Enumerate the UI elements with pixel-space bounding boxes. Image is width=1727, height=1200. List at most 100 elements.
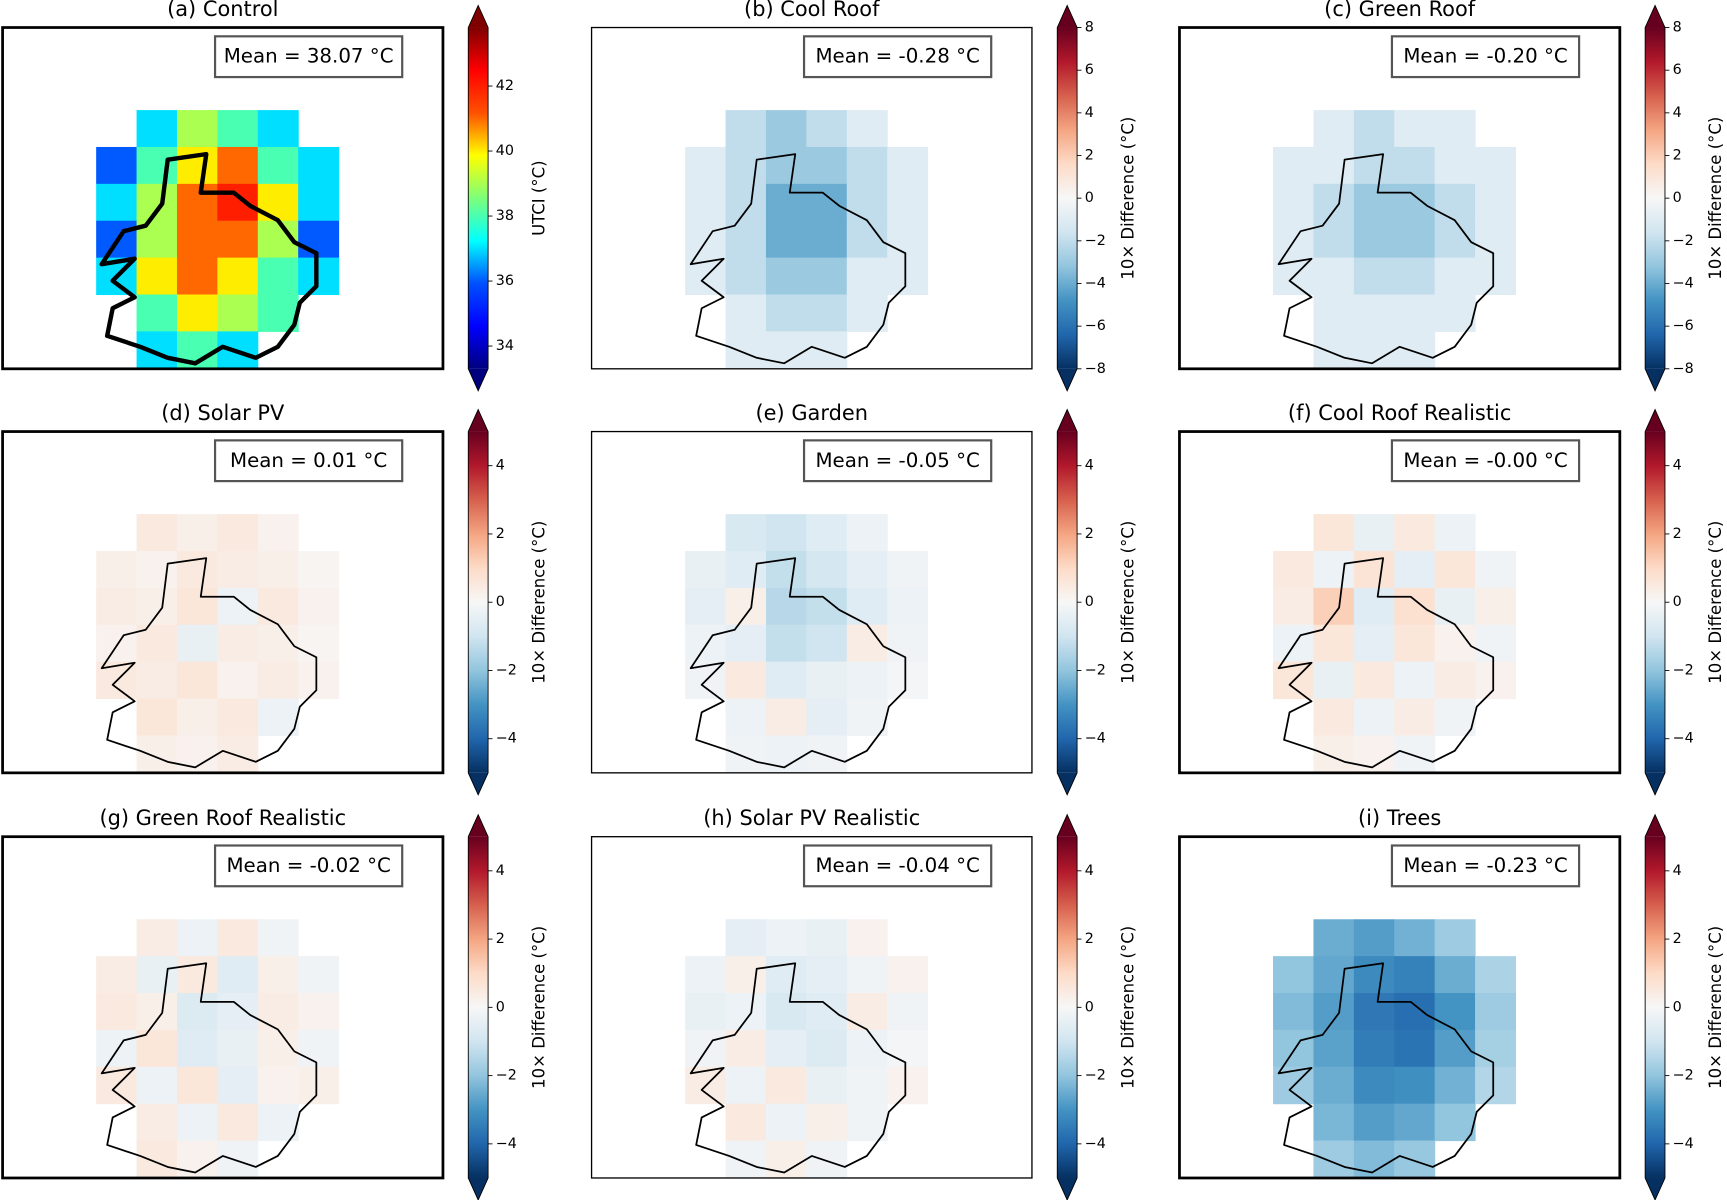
colorbar-tick-label: 34	[496, 338, 514, 354]
panel-title: (d) Solar PV	[161, 401, 285, 425]
colorbar-tick-label: −4	[1673, 731, 1694, 747]
grid-cell	[765, 220, 807, 259]
colorbar-extend-bottom	[1645, 1177, 1665, 1200]
colorbar-tick-label: 4	[1673, 105, 1682, 121]
grid-cell	[217, 587, 259, 626]
panel-title: (g) Green Roof Realistic	[99, 806, 346, 830]
grid-cell	[1353, 257, 1395, 296]
grid-cell	[1394, 294, 1436, 332]
colorbar-extend-top	[1645, 5, 1665, 28]
grid-cell	[1434, 661, 1476, 700]
colorbar	[1057, 27, 1078, 369]
grid-cell	[1394, 661, 1436, 700]
panel: Mean = 0.01 °C (d) Solar PV −4 −2 0 2 4 10× Dif…	[1, 401, 548, 796]
grid-cell	[806, 735, 848, 773]
colorbar-tick-label: −4	[1673, 275, 1694, 291]
colorbar-extend-top	[1645, 409, 1665, 432]
colorbar-tick-label: 6	[1673, 62, 1682, 78]
grid-cell	[298, 183, 340, 222]
grid-cell	[846, 993, 888, 1031]
colorbar-frame	[467, 813, 489, 1200]
panel-title: (f) Cool Roof Realistic	[1288, 401, 1511, 425]
grid-cell	[725, 993, 767, 1031]
grid-cell	[257, 698, 299, 736]
grid-cell	[1394, 1140, 1436, 1178]
grid-cell	[176, 735, 218, 773]
grid-cell	[887, 146, 929, 185]
annotation-box	[1390, 844, 1581, 888]
grid-cell	[806, 514, 848, 552]
grid-cell	[725, 183, 767, 222]
grid-cell	[176, 661, 218, 700]
grid-cell	[725, 919, 767, 957]
grid-cell	[1394, 956, 1436, 994]
grid-cell	[1313, 257, 1355, 296]
colorbar-tick-label: 2	[496, 931, 505, 947]
grid-cell	[685, 587, 727, 626]
grid-cell	[217, 1103, 259, 1142]
grid-cell	[1353, 294, 1395, 332]
grid-cell	[1475, 146, 1517, 185]
grid-cell	[1434, 993, 1476, 1031]
grid-cell	[887, 183, 929, 222]
colorbar-extend-top	[468, 409, 489, 432]
colorbar	[468, 431, 489, 773]
colorbar-tick-label: −4	[496, 1136, 517, 1152]
panel: Mean = -0.00 °C (f) Cool Roof Realistic −4…	[1178, 401, 1725, 796]
map-frame	[1, 835, 445, 1180]
colorbar-tick-label: −6	[1673, 318, 1694, 334]
grid-cell	[685, 220, 727, 259]
grid-cell	[725, 587, 767, 626]
grid-cell	[96, 993, 138, 1031]
annotation: Mean = -0.00 °C	[1403, 449, 1567, 472]
colorbar-tick-label: −4	[1673, 1136, 1694, 1152]
grid-cell	[176, 587, 218, 626]
grid-cell	[846, 661, 888, 700]
grid-cell	[217, 698, 259, 736]
colorbar	[1057, 431, 1078, 773]
grid-cell	[846, 294, 888, 332]
colorbar-label: 10× Difference (°C)	[1118, 926, 1137, 1089]
grid-cell	[1475, 183, 1517, 222]
grid-cell	[176, 956, 218, 994]
colorbar-tick-label: −2	[1085, 233, 1106, 249]
colorbar-tick-label: −2	[1673, 1068, 1694, 1084]
grid-cell	[1475, 257, 1517, 296]
grid-cell	[846, 1103, 888, 1142]
colorbar-tick-label: 2	[1673, 148, 1682, 164]
colorbar-tick-label: 0	[496, 999, 505, 1015]
grid-cell	[765, 1066, 807, 1105]
grid-cell	[765, 735, 807, 773]
grid-cell	[298, 661, 340, 700]
grid-cell	[136, 735, 178, 773]
colorbar-label: 10× Difference (°C)	[1118, 521, 1137, 684]
colorbar-tick-label: 2	[1673, 931, 1682, 947]
grid-cell	[217, 993, 259, 1031]
colorbar-extend-bottom	[1057, 368, 1078, 391]
grid-cell	[806, 257, 848, 296]
grid-cell	[1313, 551, 1355, 589]
grid-cell	[1475, 993, 1517, 1031]
grid-cell	[1353, 735, 1395, 773]
grid-cell	[96, 183, 138, 222]
grid-cell	[1273, 624, 1314, 663]
grid-cell	[887, 1066, 929, 1105]
map-frame	[1178, 26, 1622, 371]
grid-cell	[136, 1103, 178, 1142]
grid-cell	[1313, 698, 1355, 736]
grid-cell	[257, 1066, 299, 1105]
colorbar-tick-label: 2	[1673, 526, 1682, 542]
annotation: Mean = 38.07 °C	[224, 45, 394, 68]
grid-cell	[806, 587, 848, 626]
grid-cell	[257, 993, 299, 1031]
grid-cell	[1434, 257, 1476, 296]
annotation-box	[802, 35, 993, 79]
grid-cell	[1475, 220, 1517, 259]
panel-title: (b) Cool Roof	[744, 0, 880, 21]
colorbar-tick-label: −8	[1085, 361, 1106, 377]
grid-cell	[806, 661, 848, 700]
grid-cell	[725, 146, 767, 185]
grid-cell	[298, 1029, 340, 1068]
grid-cell	[685, 624, 727, 663]
